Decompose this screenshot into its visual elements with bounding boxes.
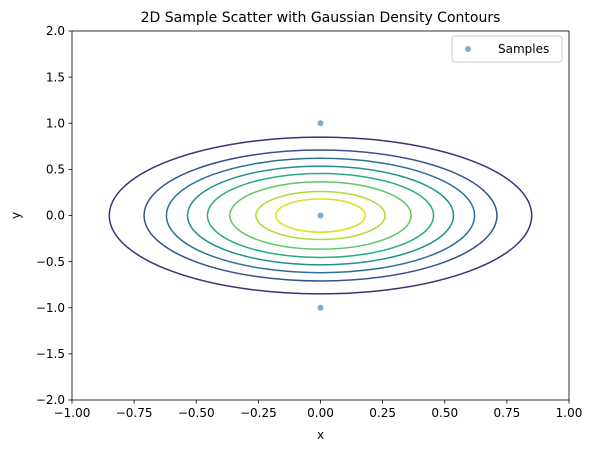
contour-level-4 xyxy=(186,165,455,266)
x-axis-label: x xyxy=(317,428,324,442)
y-tick-label-2: −1.5 xyxy=(36,347,65,361)
y-tick-label-9: 2.0 xyxy=(46,24,65,38)
contour-level-7 xyxy=(255,190,386,241)
contour-level-1 xyxy=(108,136,533,295)
contour-group xyxy=(108,136,533,295)
x-tick-label-4: −0.25 xyxy=(240,406,277,420)
contour-level-6 xyxy=(229,181,412,250)
legend-label-samples: Samples xyxy=(498,42,549,56)
y-tick-label-5: 0.0 xyxy=(46,209,65,223)
contour-level-5 xyxy=(206,172,435,259)
x-tick-label-3: −0.50 xyxy=(178,406,215,420)
y-tick-label-1: −2.0 xyxy=(36,393,65,407)
legend-marker-samples xyxy=(465,46,471,52)
x-axis-ticks: −1.00 −0.75 −0.50 −0.25 0.00 0.25 0.50 0.75 1.00 xyxy=(54,400,583,420)
contour-level-2 xyxy=(143,149,498,282)
y-axis-label: y xyxy=(9,212,23,219)
scatter-point-1 xyxy=(317,120,324,127)
plot-frame xyxy=(71,30,570,401)
x-tick-label-7: 0.50 xyxy=(431,406,458,420)
x-tick-label-5: 0.00 xyxy=(307,406,334,420)
legend: Samples xyxy=(451,35,563,63)
chart-title: 2D Sample Scatter with Gaussian Density … xyxy=(141,10,501,26)
contour-level-8 xyxy=(275,198,366,233)
x-tick-label-8: 0.75 xyxy=(494,406,521,420)
contour-level-3 xyxy=(165,157,476,274)
x-tick-label-6: 0.25 xyxy=(369,406,396,420)
x-tick-label-9: 1.00 xyxy=(556,406,583,420)
scatter-points xyxy=(317,120,324,311)
legend-box xyxy=(451,35,563,63)
x-tick-label-2: −0.75 xyxy=(116,406,153,420)
scatter-point-2 xyxy=(317,212,324,219)
y-tick-label-3: −1.0 xyxy=(36,301,65,315)
y-tick-label-4: −0.5 xyxy=(36,255,65,269)
y-tick-label-7: 1.0 xyxy=(46,116,65,130)
x-tick-label-1: −1.00 xyxy=(54,406,91,420)
y-tick-label-8: 1.5 xyxy=(46,70,65,84)
y-tick-label-6: 0.5 xyxy=(46,163,65,177)
scatter-point-3 xyxy=(317,304,324,311)
y-axis-ticks: −2.0 −1.5 −1.0 −0.5 0.0 0.5 1.0 1.5 2.0 xyxy=(36,24,72,407)
